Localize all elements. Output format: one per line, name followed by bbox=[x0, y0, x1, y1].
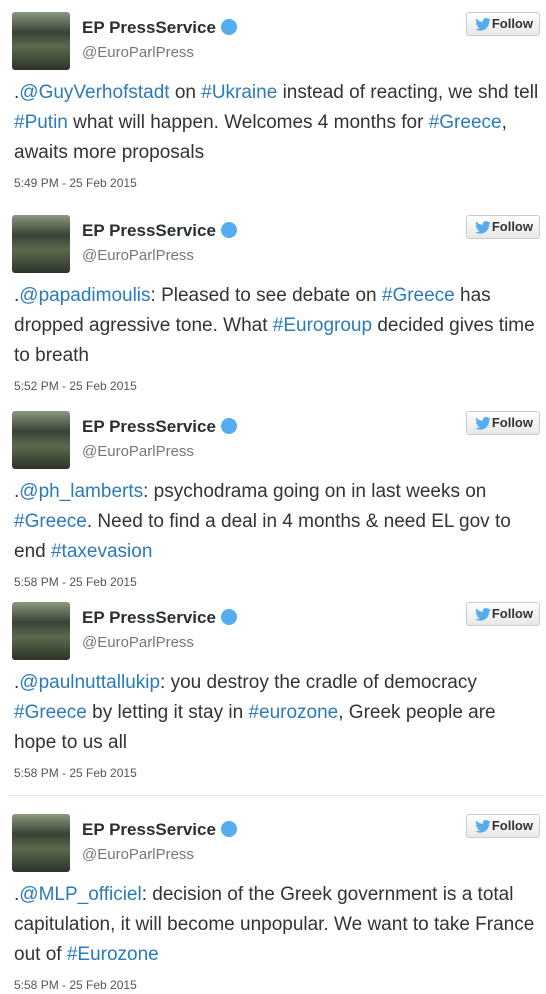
bird-icon bbox=[475, 221, 491, 234]
author-handle[interactable]: @EuroParlPress bbox=[82, 846, 194, 863]
tweet: EP PressService @EuroParlPress Follow .@pau… bbox=[0, 600, 546, 790]
tweet-text: .@GuyVerhofstadt on #Ukraine instead of … bbox=[14, 78, 539, 168]
follow-button[interactable]: Follow bbox=[466, 12, 540, 36]
author-name[interactable]: EP PressService bbox=[82, 417, 237, 437]
avatar[interactable] bbox=[12, 602, 70, 660]
author-handle[interactable]: @EuroParlPress bbox=[82, 44, 194, 61]
text-segment: instead of reacting, we shd tell bbox=[277, 82, 539, 103]
avatar[interactable] bbox=[12, 12, 70, 70]
text-segment: . Need to find a deal in 4 months & need… bbox=[14, 511, 511, 562]
link[interactable]: #Putin bbox=[14, 112, 68, 133]
verified-badge bbox=[220, 222, 237, 238]
tweet-text: .@papadimoulis: Pleased to see debate on… bbox=[14, 281, 539, 371]
bird-icon bbox=[475, 18, 491, 31]
timestamp[interactable]: 5:58 PM - 25 Feb 2015 bbox=[14, 575, 137, 589]
tweet: EP PressService @EuroParlPress Follow .@pap… bbox=[0, 213, 546, 403]
text-segment: : Pleased to see debate on bbox=[150, 285, 382, 306]
link[interactable]: #Eurogroup bbox=[272, 315, 373, 336]
link[interactable]: @papadimoulis bbox=[19, 285, 151, 306]
bird-icon bbox=[475, 820, 491, 833]
follow-button[interactable]: Follow bbox=[466, 215, 540, 239]
author-name[interactable]: EP PressService bbox=[82, 18, 237, 38]
timestamp[interactable]: 5:49 PM - 25 Feb 2015 bbox=[14, 176, 137, 190]
follow-label[interactable]: Follow bbox=[491, 415, 533, 430]
author-handle[interactable]: @EuroParlPress bbox=[82, 247, 194, 264]
timestamp[interactable]: 5:52 PM - 25 Feb 2015 bbox=[14, 379, 137, 393]
author-name[interactable]: EP PressService bbox=[82, 221, 237, 241]
text-segment: , awaits more proposals bbox=[14, 112, 507, 163]
link[interactable]: #Greece bbox=[14, 511, 87, 532]
verified-badge bbox=[220, 609, 237, 625]
text-segment: decided gives time to breath bbox=[14, 315, 535, 366]
follow-button[interactable]: Follow bbox=[466, 411, 540, 435]
link[interactable]: #Ukraine bbox=[201, 82, 278, 103]
bird-icon bbox=[475, 417, 491, 430]
avatar[interactable] bbox=[12, 814, 70, 872]
text-segment: on bbox=[169, 82, 202, 103]
name-text[interactable]: EP PressService bbox=[82, 221, 216, 240]
timestamp[interactable]: 5:58 PM - 25 Feb 2015 bbox=[14, 766, 137, 780]
text-segment: . bbox=[14, 672, 20, 693]
name-text[interactable]: EP PressService bbox=[82, 18, 216, 37]
follow-button[interactable]: Follow bbox=[466, 814, 540, 838]
timestamp[interactable]: 5:58 PM - 25 Feb 2015 bbox=[14, 978, 137, 992]
tweet-text: .@ph_lamberts: psychodrama going on in l… bbox=[14, 477, 539, 567]
text-segment: : decision of the Greek government is a … bbox=[14, 884, 535, 965]
tweet: EP PressService @EuroParlPress Follow .@MLP… bbox=[0, 812, 546, 994]
text-segment: . bbox=[14, 884, 20, 905]
follow-button[interactable]: Follow bbox=[466, 602, 540, 626]
tweet: EP PressService @EuroParlPress Follow .@ph_… bbox=[0, 409, 546, 599]
text-segment: by letting it stay in bbox=[86, 702, 249, 723]
text-segment: what will happen. Welcomes 4 months for bbox=[67, 112, 429, 133]
follow-label[interactable]: Follow bbox=[491, 16, 533, 31]
avatar[interactable] bbox=[12, 215, 70, 273]
author-name[interactable]: EP PressService bbox=[82, 608, 237, 628]
text-segment: . bbox=[14, 285, 20, 306]
text-segment: : you destroy the cradle of democracy bbox=[160, 672, 477, 693]
author-handle[interactable]: @EuroParlPress bbox=[82, 634, 194, 651]
text-segment: . bbox=[14, 481, 20, 502]
divider bbox=[8, 795, 544, 796]
verified-badge bbox=[220, 821, 237, 837]
name-text[interactable]: EP PressService bbox=[82, 820, 216, 839]
tweet: EP PressService @EuroParlPress Follow .@Guy… bbox=[0, 10, 546, 200]
link[interactable]: @paulnuttallukip bbox=[19, 672, 161, 693]
text-segment: : psychodrama going on in last weeks on bbox=[143, 481, 487, 502]
name-text[interactable]: EP PressService bbox=[82, 417, 216, 436]
text-segment: . bbox=[14, 82, 20, 103]
link[interactable]: #Eurozone bbox=[66, 944, 159, 965]
link[interactable]: @GuyVerhofstadt bbox=[19, 82, 170, 103]
bird-icon bbox=[475, 608, 491, 621]
link[interactable]: #eurozone bbox=[248, 702, 339, 723]
name-text[interactable]: EP PressService bbox=[82, 608, 216, 627]
link[interactable]: #taxevasion bbox=[50, 541, 153, 562]
author-name[interactable]: EP PressService bbox=[82, 820, 237, 840]
verified-badge bbox=[220, 19, 237, 35]
tweet-text: .@paulnuttallukip: you destroy the cradl… bbox=[14, 668, 539, 758]
link[interactable]: @ph_lamberts bbox=[19, 481, 144, 502]
avatar[interactable] bbox=[12, 411, 70, 469]
link[interactable]: @MLP_officiel bbox=[19, 884, 142, 905]
text-segment: has dropped agressive tone. What bbox=[14, 285, 491, 336]
follow-label[interactable]: Follow bbox=[491, 219, 533, 234]
link[interactable]: #Greece bbox=[381, 285, 455, 306]
text-segment: , Greek people are hope to us all bbox=[14, 702, 496, 753]
link[interactable]: #Greece bbox=[14, 702, 87, 723]
verified-badge bbox=[220, 418, 237, 434]
author-handle[interactable]: @EuroParlPress bbox=[82, 443, 194, 460]
follow-label[interactable]: Follow bbox=[491, 818, 533, 833]
follow-label[interactable]: Follow bbox=[491, 606, 533, 621]
link[interactable]: #Greece bbox=[428, 112, 502, 133]
tweet-text: .@MLP_officiel: decision of the Greek go… bbox=[14, 880, 539, 970]
